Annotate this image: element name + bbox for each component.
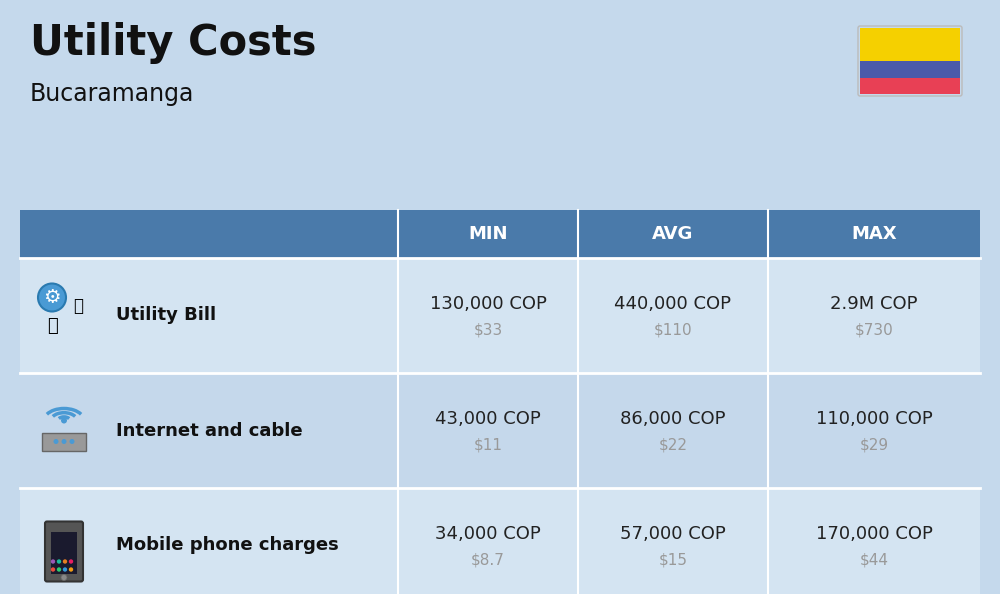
Text: 🔌: 🔌: [47, 317, 57, 334]
Bar: [20, 488, 980, 594]
Bar: [860, 61, 960, 77]
Text: Mobile phone charges: Mobile phone charges: [116, 536, 339, 555]
Text: 86,000 COP: 86,000 COP: [620, 410, 726, 428]
Text: 110,000 COP: 110,000 COP: [816, 410, 932, 428]
Circle shape: [51, 567, 55, 571]
Text: 57,000 COP: 57,000 COP: [620, 525, 726, 543]
Text: 130,000 COP: 130,000 COP: [430, 295, 546, 313]
Bar: [578, 210, 768, 258]
Text: 2.9M COP: 2.9M COP: [830, 295, 918, 313]
Text: 📦: 📦: [73, 296, 83, 314]
Text: ⚙: ⚙: [43, 288, 61, 307]
Bar: [108, 210, 398, 258]
Text: $110: $110: [654, 323, 692, 338]
Text: $33: $33: [473, 323, 503, 338]
Text: MIN: MIN: [468, 225, 508, 243]
Bar: [51, 532, 77, 573]
Circle shape: [51, 560, 55, 564]
Bar: [860, 28, 960, 61]
Text: 170,000 COP: 170,000 COP: [816, 525, 932, 543]
Text: MAX: MAX: [851, 225, 897, 243]
Text: $29: $29: [859, 438, 889, 453]
Text: $44: $44: [860, 553, 889, 568]
Bar: [20, 258, 980, 373]
Circle shape: [57, 560, 61, 564]
Text: AVG: AVG: [652, 225, 694, 243]
Circle shape: [57, 567, 61, 571]
Bar: [42, 432, 86, 450]
Text: $15: $15: [658, 553, 688, 568]
Bar: [20, 210, 108, 258]
Text: $11: $11: [474, 438, 503, 453]
Bar: [20, 373, 980, 488]
Bar: [768, 210, 980, 258]
Circle shape: [63, 567, 67, 571]
Text: 43,000 COP: 43,000 COP: [435, 410, 541, 428]
Text: Bucaramanga: Bucaramanga: [30, 82, 194, 106]
Text: $730: $730: [855, 323, 893, 338]
Circle shape: [54, 439, 58, 444]
Circle shape: [70, 439, 74, 444]
Circle shape: [62, 439, 66, 444]
Circle shape: [61, 574, 67, 580]
Text: 34,000 COP: 34,000 COP: [435, 525, 541, 543]
Bar: [860, 77, 960, 94]
Text: $8.7: $8.7: [471, 553, 505, 568]
Circle shape: [38, 283, 66, 311]
Text: Utility Bill: Utility Bill: [116, 307, 216, 324]
Text: $22: $22: [658, 438, 688, 453]
Circle shape: [63, 560, 67, 564]
Bar: [398, 210, 578, 258]
Circle shape: [69, 560, 73, 564]
Text: Utility Costs: Utility Costs: [30, 22, 316, 64]
FancyBboxPatch shape: [45, 522, 83, 582]
Text: Internet and cable: Internet and cable: [116, 422, 303, 440]
Text: 440,000 COP: 440,000 COP: [614, 295, 732, 313]
Circle shape: [61, 418, 67, 424]
Circle shape: [69, 567, 73, 571]
